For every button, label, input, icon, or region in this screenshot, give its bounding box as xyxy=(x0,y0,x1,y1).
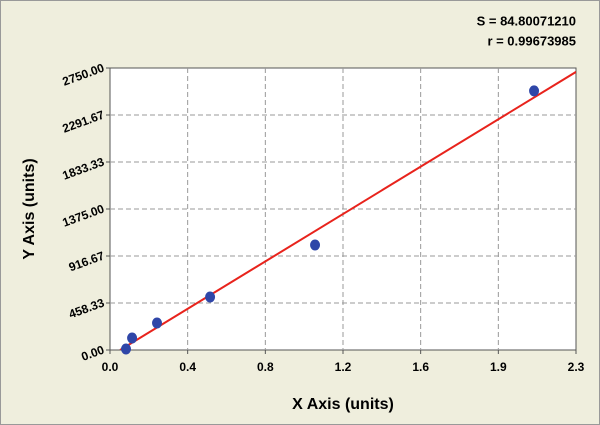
x-axis-title: X Axis (units) xyxy=(292,396,394,413)
x-tick-label: 0.8 xyxy=(257,360,274,374)
x-tick-label: 1.9 xyxy=(490,360,507,374)
x-tick-label: 1.6 xyxy=(412,360,429,374)
x-tick-label: 2.3 xyxy=(568,360,585,374)
x-tick-label: 1.2 xyxy=(335,360,352,374)
point xyxy=(205,291,216,303)
x-tick-label: 0.0 xyxy=(102,360,119,374)
x-tick-label: 0.4 xyxy=(179,360,196,374)
point xyxy=(152,317,163,329)
annotation: S = 84.80071210 xyxy=(477,13,576,28)
point xyxy=(310,239,321,251)
point xyxy=(127,332,138,344)
fit-line xyxy=(119,71,576,350)
annotation: r = 0.99673985 xyxy=(487,33,576,48)
y-axis-title: Y Axis (units) xyxy=(21,158,38,259)
point xyxy=(121,343,132,355)
point xyxy=(529,85,540,97)
